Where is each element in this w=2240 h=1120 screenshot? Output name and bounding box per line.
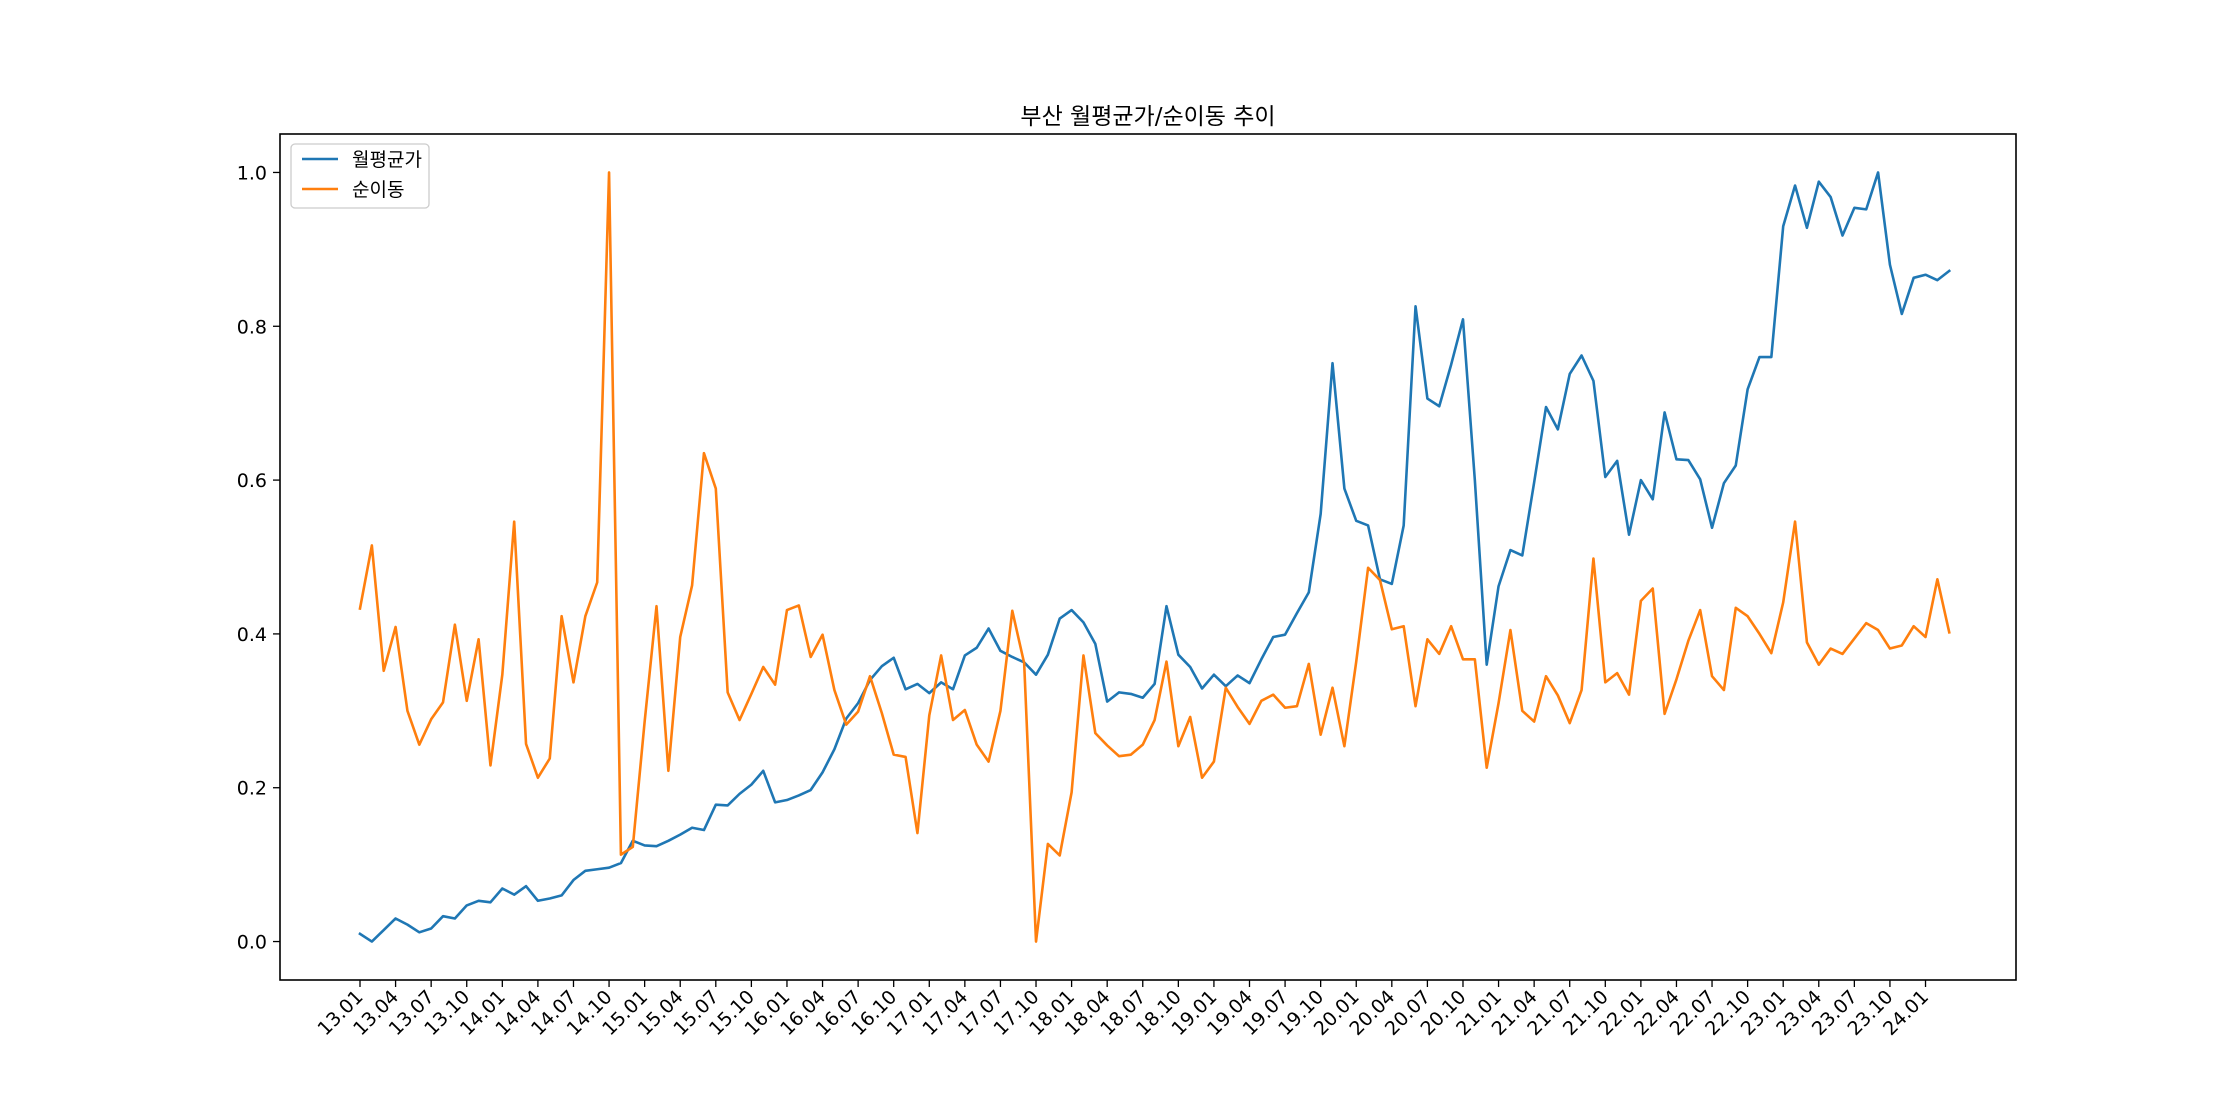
y-tick-label: 0.0 bbox=[237, 932, 267, 954]
chart-title: 부산 월평균가/순이동 추이 bbox=[1020, 104, 1275, 130]
series-line-1 bbox=[358, 171, 1952, 943]
legend: 월평균가 순이동 bbox=[290, 143, 430, 209]
legend-label-series-2: 순이동 bbox=[352, 179, 404, 201]
legend-label-series-1: 월평균가 bbox=[352, 149, 422, 171]
series-line-2 bbox=[358, 171, 1951, 943]
y-tick-label: 1.0 bbox=[237, 162, 267, 184]
y-axis: 0.0 0.2 0.4 0.6 0.8 1.0 bbox=[237, 162, 280, 954]
y-tick-label: 0.6 bbox=[237, 470, 267, 492]
y-tick-label: 0.2 bbox=[237, 778, 267, 800]
x-axis: 13.0113.0413.0713.1014.0114.0414.0714.10… bbox=[314, 980, 1933, 1040]
y-tick-label: 0.4 bbox=[237, 624, 267, 646]
series-layer bbox=[358, 171, 1952, 943]
plot-frame bbox=[279, 133, 2017, 981]
y-tick-label: 0.8 bbox=[237, 316, 267, 338]
